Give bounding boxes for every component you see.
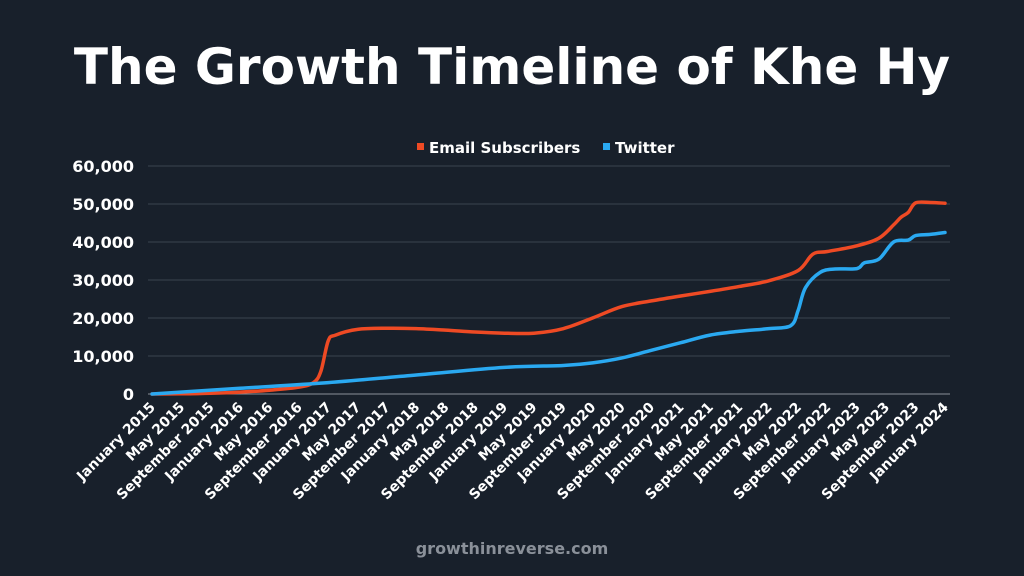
y-tick-label: 0 xyxy=(123,385,134,404)
legend-label: Email Subscribers xyxy=(429,139,580,157)
y-tick-label: 50,000 xyxy=(72,195,134,214)
series-line-twitter xyxy=(150,230,947,396)
legend-marker xyxy=(417,143,424,150)
footer-url: growthinreverse.com xyxy=(415,539,609,558)
y-tick-label: 10,000 xyxy=(72,347,134,366)
chart-title: The Growth Timeline of Khe Hy xyxy=(73,38,951,96)
legend-label: Twitter xyxy=(615,139,675,157)
y-tick-label: 60,000 xyxy=(72,157,134,176)
y-tick-label: 20,000 xyxy=(72,309,134,328)
y-tick-label: 30,000 xyxy=(72,271,134,290)
y-tick-label: 40,000 xyxy=(72,233,134,252)
legend-marker xyxy=(603,143,610,150)
